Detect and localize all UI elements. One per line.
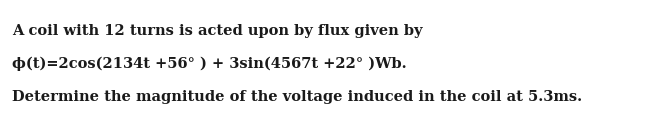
Text: ϕ(t)=2cos(2134t +56° ) + 3sin(4567t +22° )Wb.: ϕ(t)=2cos(2134t +56° ) + 3sin(4567t +22°…	[12, 57, 407, 71]
Text: Determine the magnitude of the voltage induced in the coil at 5.3ms.: Determine the magnitude of the voltage i…	[12, 90, 582, 104]
Text: A coil with 12 turns is acted upon by flux given by: A coil with 12 turns is acted upon by fl…	[12, 24, 423, 38]
